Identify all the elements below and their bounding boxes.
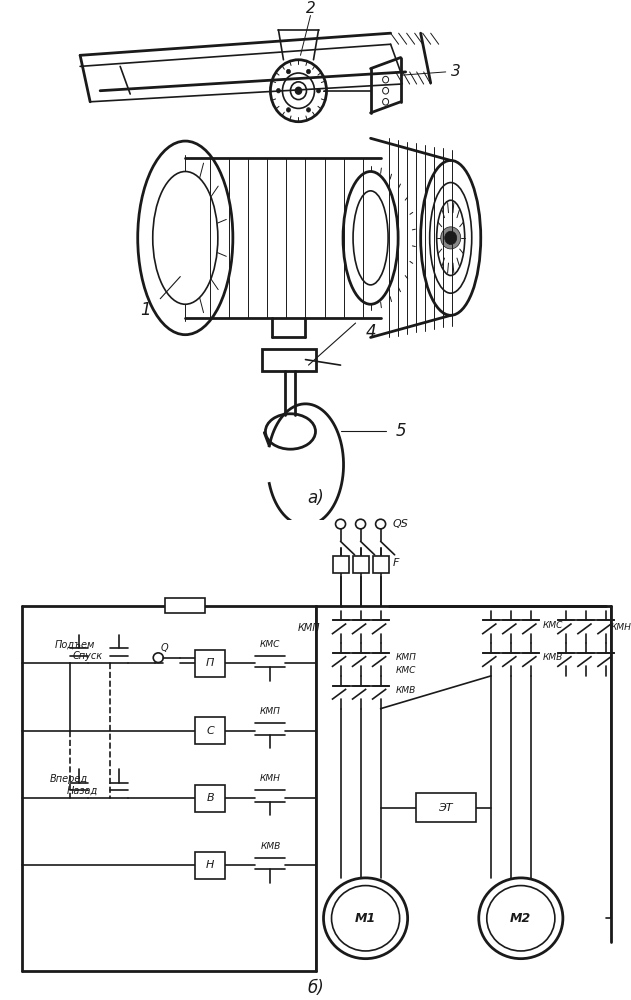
Text: КМВ: КМВ [543,653,563,662]
Text: Q: Q [160,643,168,653]
Text: Назад: Назад [67,785,98,795]
Bar [353,556,369,573]
Bar [372,556,389,573]
Circle shape [276,89,280,93]
Circle shape [440,227,461,249]
Text: Подъем: Подъем [55,639,95,649]
Text: Спуск: Спуск [72,651,102,661]
Text: КМН: КМН [611,623,631,632]
Text: В: В [206,793,214,803]
Bar [196,717,225,744]
Text: С: С [206,726,214,736]
Text: М1: М1 [355,912,376,925]
Bar [333,556,348,573]
Text: Вперед: Вперед [50,774,88,784]
Circle shape [286,69,290,74]
Text: КМС: КМС [396,666,416,675]
Text: П: П [206,658,215,668]
Circle shape [286,108,290,112]
Text: Н: Н [206,860,215,870]
Bar [165,598,205,613]
Text: КМП: КМП [260,707,281,716]
Text: КМП: КМП [396,653,416,662]
Text: КМВ: КМВ [261,842,281,851]
Bar [196,650,225,677]
Text: 5: 5 [396,422,406,440]
Text: КМС: КМС [543,620,563,630]
Text: КМС: КМС [260,640,281,649]
Bar [416,793,476,822]
Text: КМВ: КМВ [396,686,416,695]
Text: КМП: КМП [298,623,321,633]
Text: 2: 2 [305,1,316,16]
Circle shape [445,231,457,245]
Text: М2: М2 [510,912,531,925]
Circle shape [307,108,310,112]
Circle shape [295,87,302,94]
Bar [262,349,316,371]
Circle shape [307,69,310,74]
Text: 3: 3 [451,64,461,79]
Text: а): а) [307,489,324,507]
Text: КМН: КМН [260,774,281,783]
Text: 4: 4 [365,323,376,341]
Circle shape [317,89,321,93]
Text: QS: QS [392,519,408,529]
Text: б): б) [307,979,324,997]
Text: 1: 1 [140,301,151,319]
Text: ЭТ: ЭТ [439,803,453,813]
Bar [196,852,225,879]
Bar [196,785,225,812]
Text: F: F [392,558,399,568]
